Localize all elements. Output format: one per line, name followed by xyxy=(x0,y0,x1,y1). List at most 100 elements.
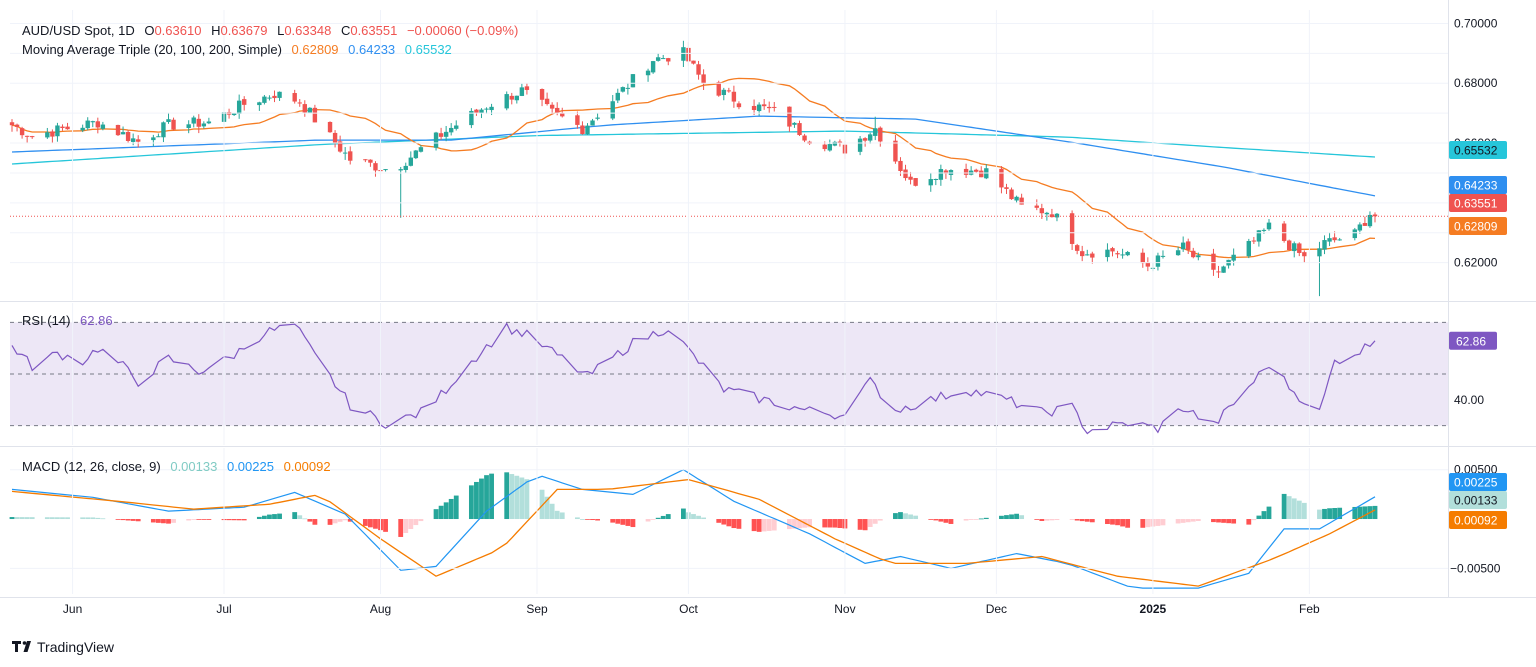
candle-body xyxy=(1155,255,1161,267)
candle-body xyxy=(363,159,368,161)
legend-macd-signal-value: 0.00092 xyxy=(284,459,331,474)
macd-histogram-bar xyxy=(29,517,35,520)
macd-histogram-bar xyxy=(292,512,298,520)
candle-body xyxy=(963,168,969,175)
candle-body xyxy=(292,93,297,102)
candle-body xyxy=(433,132,439,148)
legend-o-value: 0.63610 xyxy=(154,23,201,38)
candle xyxy=(136,135,141,148)
macd-histogram-bar xyxy=(893,513,898,520)
macd-histogram-bar xyxy=(256,516,262,520)
macd-histogram-bar xyxy=(1054,519,1060,521)
macd-pane[interactable] xyxy=(9,469,1378,589)
candle-body xyxy=(14,124,20,127)
candle-body xyxy=(65,126,70,130)
macd-histogram-bar xyxy=(1195,519,1201,521)
candle xyxy=(418,145,424,153)
candle-body xyxy=(1231,254,1236,261)
candle-body xyxy=(348,151,353,161)
candle-body xyxy=(585,125,590,135)
candle-body xyxy=(327,121,333,133)
candle xyxy=(928,172,933,192)
candle-body xyxy=(979,170,984,178)
time-tick-label: Dec xyxy=(986,602,1007,616)
candle xyxy=(857,135,863,156)
candle xyxy=(1080,245,1085,262)
candle xyxy=(1125,250,1130,257)
candle-body xyxy=(95,121,101,128)
candle xyxy=(938,164,944,186)
candle xyxy=(342,147,348,160)
candle xyxy=(337,135,343,153)
candle-body xyxy=(1014,196,1019,201)
macd-histogram-bar xyxy=(1327,508,1332,520)
candle xyxy=(120,126,126,135)
macd-histogram-bar xyxy=(337,519,343,522)
candle xyxy=(751,99,757,116)
candle xyxy=(125,130,131,144)
candle-body xyxy=(1009,189,1014,200)
candle xyxy=(1372,212,1378,223)
macd-histogram-bar xyxy=(120,519,126,521)
macd-histogram-bar xyxy=(1291,498,1297,520)
candle xyxy=(327,121,333,133)
candle xyxy=(943,169,949,179)
candle xyxy=(438,127,444,140)
macd-histogram-bar xyxy=(206,519,212,520)
candle xyxy=(691,60,696,65)
price-pane[interactable] xyxy=(9,40,1448,297)
tradingview-logo[interactable]: TradingView xyxy=(12,639,115,655)
candle xyxy=(236,94,242,119)
macd-histogram-bar xyxy=(332,519,338,524)
price-marker-box xyxy=(1449,194,1507,212)
candle xyxy=(156,133,161,138)
candle xyxy=(1180,236,1186,252)
macd-histogram-bar xyxy=(1231,519,1237,524)
axes-layer: 0.620000.640000.660000.680000.700000.655… xyxy=(0,0,1536,616)
candle xyxy=(645,68,651,82)
candle xyxy=(1175,246,1181,256)
candle xyxy=(196,114,201,134)
legend-h-value: 0.63679 xyxy=(220,23,267,38)
candle xyxy=(580,121,585,135)
legend-rsi-value: 62.86 xyxy=(80,313,113,328)
candle-body xyxy=(509,95,514,100)
macd-marker-label: 0.00092 xyxy=(1454,514,1498,528)
candle-body xyxy=(484,108,489,110)
candle-body xyxy=(307,107,313,113)
macd-histogram-bar xyxy=(807,519,813,528)
candle-body xyxy=(29,136,35,138)
ma200-line xyxy=(11,130,1376,165)
macd-histogram-bar xyxy=(448,498,454,520)
candle xyxy=(272,90,277,103)
macd-histogram-bar xyxy=(645,519,651,522)
candle xyxy=(1069,210,1075,251)
candle-body xyxy=(373,163,378,171)
candle xyxy=(1327,232,1332,247)
legend-ma20-value: 0.62809 xyxy=(292,42,339,57)
candle xyxy=(787,106,792,132)
macd-histogram-bar xyxy=(262,515,267,520)
macd-histogram-bar xyxy=(514,475,520,520)
legend-ma200-value: 0.65532 xyxy=(405,42,452,57)
candle xyxy=(968,166,974,176)
candle-body xyxy=(454,125,459,129)
candle xyxy=(226,108,232,119)
candle-body xyxy=(1186,241,1191,250)
macd-marker-label: 0.00225 xyxy=(1454,476,1498,490)
candle xyxy=(307,107,313,113)
rsi-band xyxy=(10,322,1448,426)
macd-histogram-bar xyxy=(837,519,843,528)
candle-body xyxy=(595,117,600,119)
macd-histogram-bar xyxy=(307,519,313,522)
candle xyxy=(257,101,262,111)
candle xyxy=(1367,211,1373,228)
rsi-pane[interactable] xyxy=(10,321,1448,435)
time-tick-label: Oct xyxy=(679,602,698,616)
macd-histogram-bar xyxy=(1372,505,1378,520)
candle xyxy=(772,102,777,112)
macd-histogram-bar xyxy=(236,519,242,521)
macd-histogram-bar xyxy=(610,519,616,523)
candle-body xyxy=(1054,213,1060,218)
candle xyxy=(277,91,282,101)
